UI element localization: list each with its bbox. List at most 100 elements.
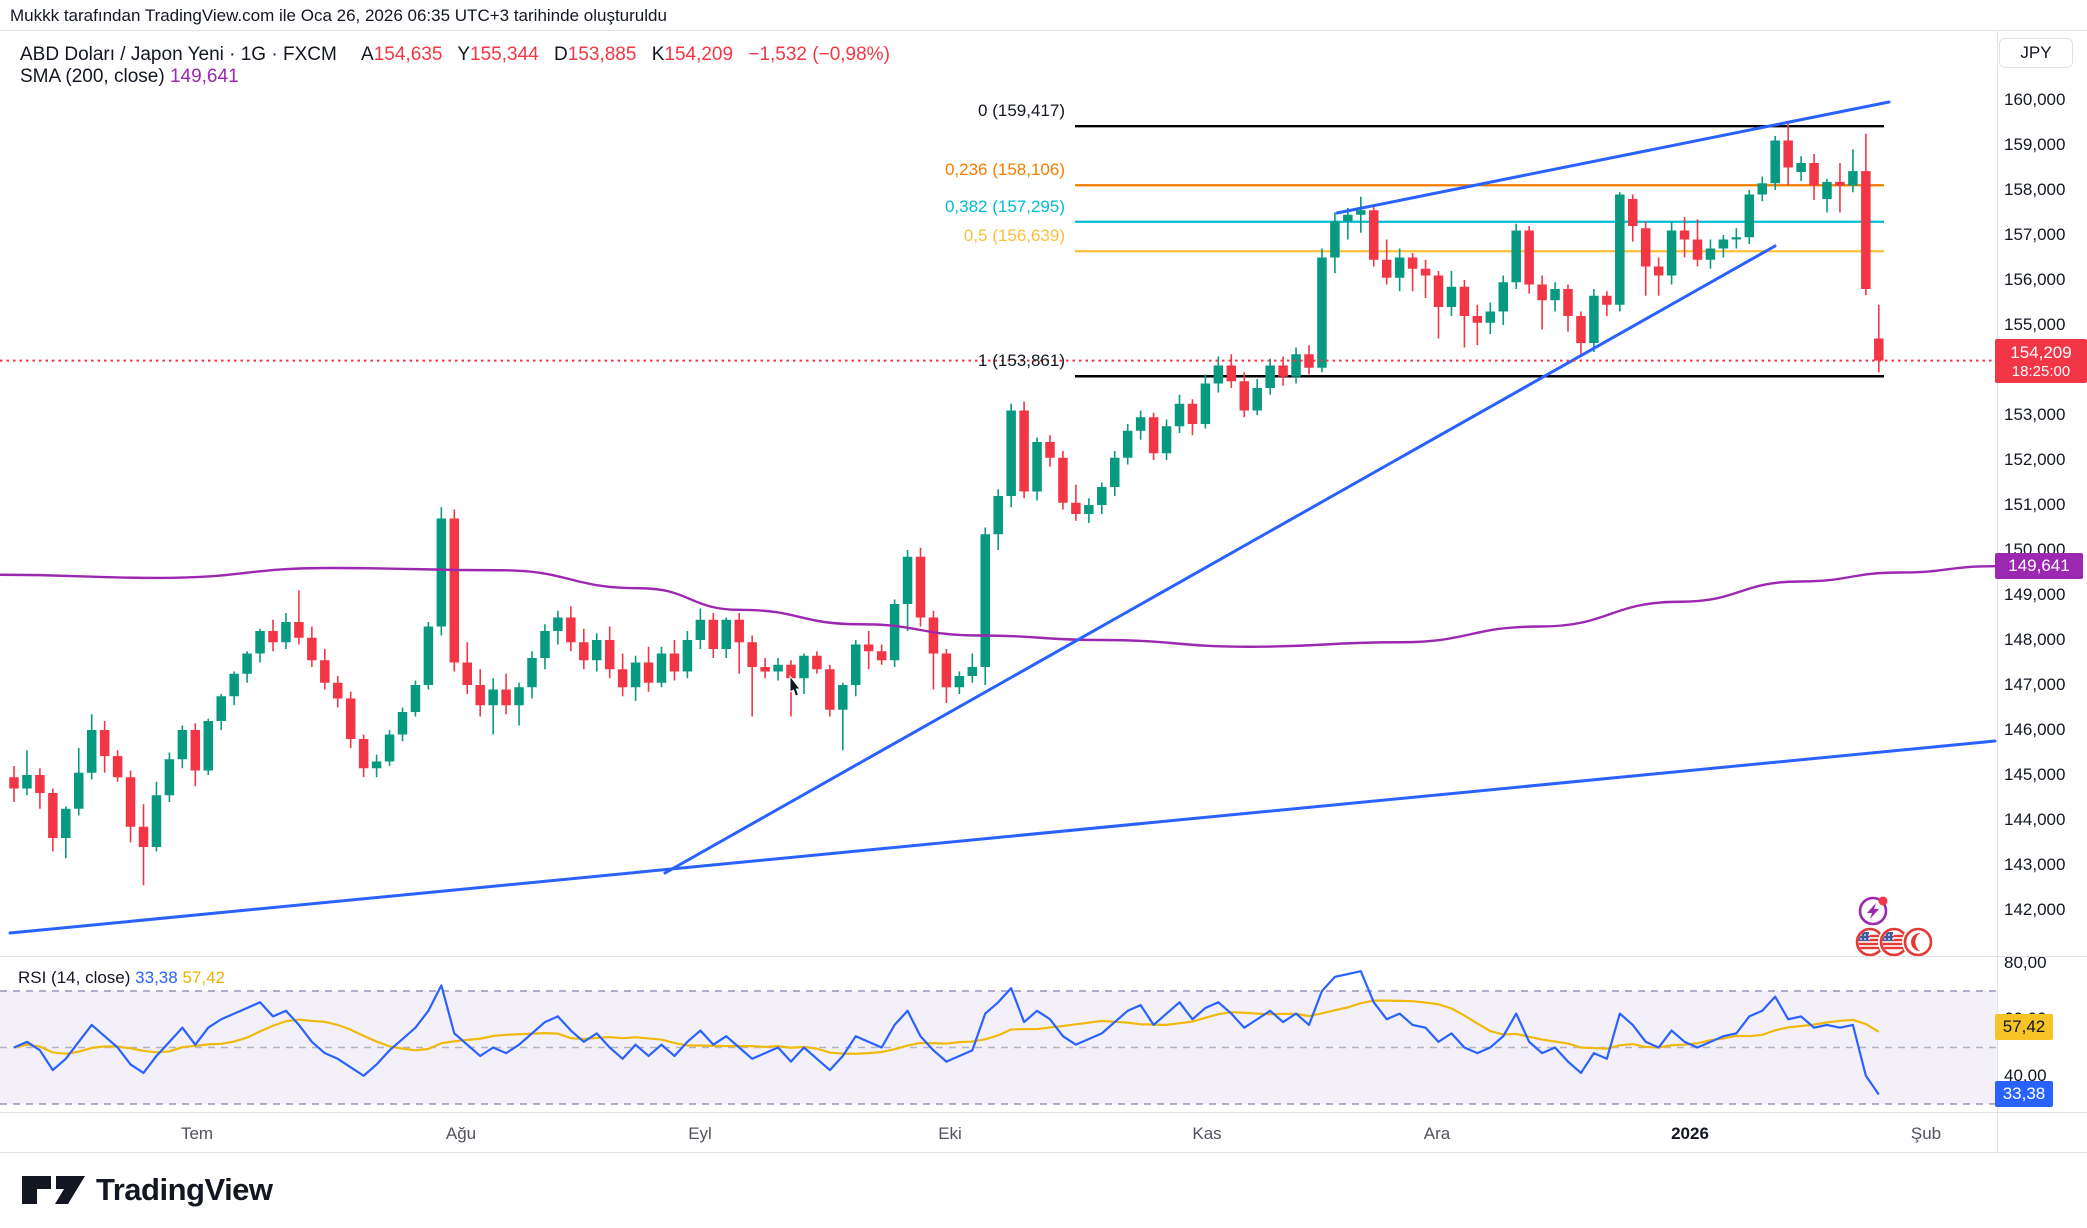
time-tick-month[interactable]: Kas: [1192, 1124, 1222, 1143]
candle-body: [1524, 230, 1534, 285]
rsi-legend[interactable]: RSI (14, close) 33,38 57,42: [18, 968, 225, 988]
candle-body: [1459, 286, 1470, 316]
candle-body: [1666, 230, 1677, 276]
candle-body: [1848, 171, 1858, 186]
candle-body: [320, 660, 330, 683]
rsi-tick-label: 80,00: [2004, 952, 2047, 972]
symbol-legend[interactable]: ABD Doları / Japon Yeni · 1G · FXCM A154…: [20, 44, 890, 66]
candle-body: [1097, 487, 1107, 505]
candle-body: [1369, 210, 1379, 260]
candle-body: [268, 631, 278, 643]
candle-body: [734, 619, 744, 643]
candle-body: [9, 777, 19, 789]
candle-body: [1420, 268, 1431, 276]
candle-body: [1511, 230, 1521, 283]
candle-body: [876, 651, 887, 661]
candle-body: [1006, 410, 1016, 496]
time-tick-month[interactable]: Şub: [1910, 1124, 1942, 1143]
rsi-ma-value: 57,42: [182, 968, 225, 987]
high-label: Y: [457, 44, 471, 65]
candle-body: [1252, 388, 1262, 411]
rsi-value: 33,38: [135, 968, 178, 987]
candle-body: [656, 653, 667, 683]
price-tick-label: 147,000: [2004, 675, 2066, 694]
candle-body: [1433, 275, 1444, 307]
price-tick-label: 143,000: [2004, 855, 2066, 874]
time-tick-month[interactable]: Eyl: [688, 1124, 712, 1143]
candle-body: [1110, 457, 1120, 487]
open-value: 154,635: [373, 44, 443, 65]
candle-body: [1537, 284, 1547, 301]
last-price-badge: 154,209 18:25:00: [1995, 339, 2087, 383]
candle-body: [527, 658, 537, 688]
low-label: D: [554, 44, 568, 65]
candle-body: [48, 793, 58, 838]
candle-body: [294, 622, 304, 638]
candle-body: [1239, 381, 1249, 411]
currency-toggle-button[interactable]: JPY: [1999, 38, 2073, 68]
time-tick-month[interactable]: Ağu: [445, 1124, 477, 1143]
candle-body: [1045, 442, 1055, 458]
time-tick-month[interactable]: Eki: [938, 1124, 962, 1143]
candle-body: [514, 687, 524, 706]
candle-body: [307, 637, 317, 661]
candle-body: [1058, 457, 1068, 503]
candle-body: [1692, 239, 1703, 260]
candle-body: [1343, 214, 1353, 222]
candle-body: [203, 721, 213, 771]
sma-200-line[interactable]: [0, 565, 1996, 648]
us-flag-event-icons[interactable]: [1854, 926, 1934, 958]
price-tick-label: 148,000: [2004, 630, 2066, 649]
trendline[interactable]: [1335, 100, 1891, 215]
time-tick-month[interactable]: Tem: [180, 1124, 214, 1143]
candle-body: [423, 626, 434, 685]
candle-body: [592, 640, 602, 661]
candle-body: [825, 669, 835, 710]
fib-level-label: 0,5 (156,639): [963, 226, 1065, 246]
candle-body: [1291, 354, 1301, 377]
candle-body: [1796, 163, 1806, 172]
candle-body: [1653, 266, 1664, 276]
candle-body: [1317, 257, 1327, 368]
pane-divider[interactable]: [0, 956, 2087, 957]
candle-body: [1498, 282, 1508, 312]
candle-body: [1550, 289, 1560, 301]
sma-value: 149,641: [169, 66, 239, 87]
high-value: 155,344: [470, 44, 539, 65]
candle-body: [1757, 183, 1767, 195]
tradingview-logo[interactable]: TradingView: [22, 1172, 273, 1208]
candle-body: [164, 759, 175, 796]
economic-event-lightning-icon[interactable]: [1858, 896, 1888, 926]
candle-body: [1705, 248, 1716, 260]
candle-body: [1589, 295, 1599, 343]
candle-body: [35, 775, 45, 793]
tradingview-logo-icon: [22, 1176, 85, 1204]
price-tick-label: 155,000: [2004, 315, 2066, 334]
trendline[interactable]: [8, 739, 1997, 935]
candle-body: [449, 518, 460, 663]
time-tick-year[interactable]: 2026: [1671, 1124, 1709, 1143]
time-tick-month[interactable]: Ara: [1423, 1124, 1451, 1143]
symbol-title: ABD Doları / Japon Yeni · 1G · FXCM: [20, 44, 337, 65]
price-tick-label: 158,000: [2004, 180, 2066, 199]
price-tick-label: 152,000: [2004, 450, 2066, 469]
price-tick-label: 159,000: [2004, 135, 2066, 154]
candle-body: [1071, 502, 1081, 514]
trendline[interactable]: [663, 244, 1777, 875]
candle-body: [1213, 365, 1224, 384]
candle-body: [61, 808, 71, 838]
candle-body: [889, 604, 900, 661]
tradingview-logo-text: TradingView: [96, 1172, 273, 1207]
candle-body: [760, 667, 770, 672]
candle-body: [151, 795, 162, 847]
candle-body: [1278, 365, 1288, 377]
candle-body: [1148, 417, 1159, 454]
candle-body: [138, 826, 149, 847]
candle-body: [358, 739, 369, 769]
sma-label: SMA (200, close): [20, 66, 165, 87]
price-tick-label: 153,000: [2004, 405, 2066, 424]
sma-legend[interactable]: SMA (200, close) 149,641: [20, 66, 239, 88]
sma-price-badge: 149,641: [1995, 553, 2083, 579]
